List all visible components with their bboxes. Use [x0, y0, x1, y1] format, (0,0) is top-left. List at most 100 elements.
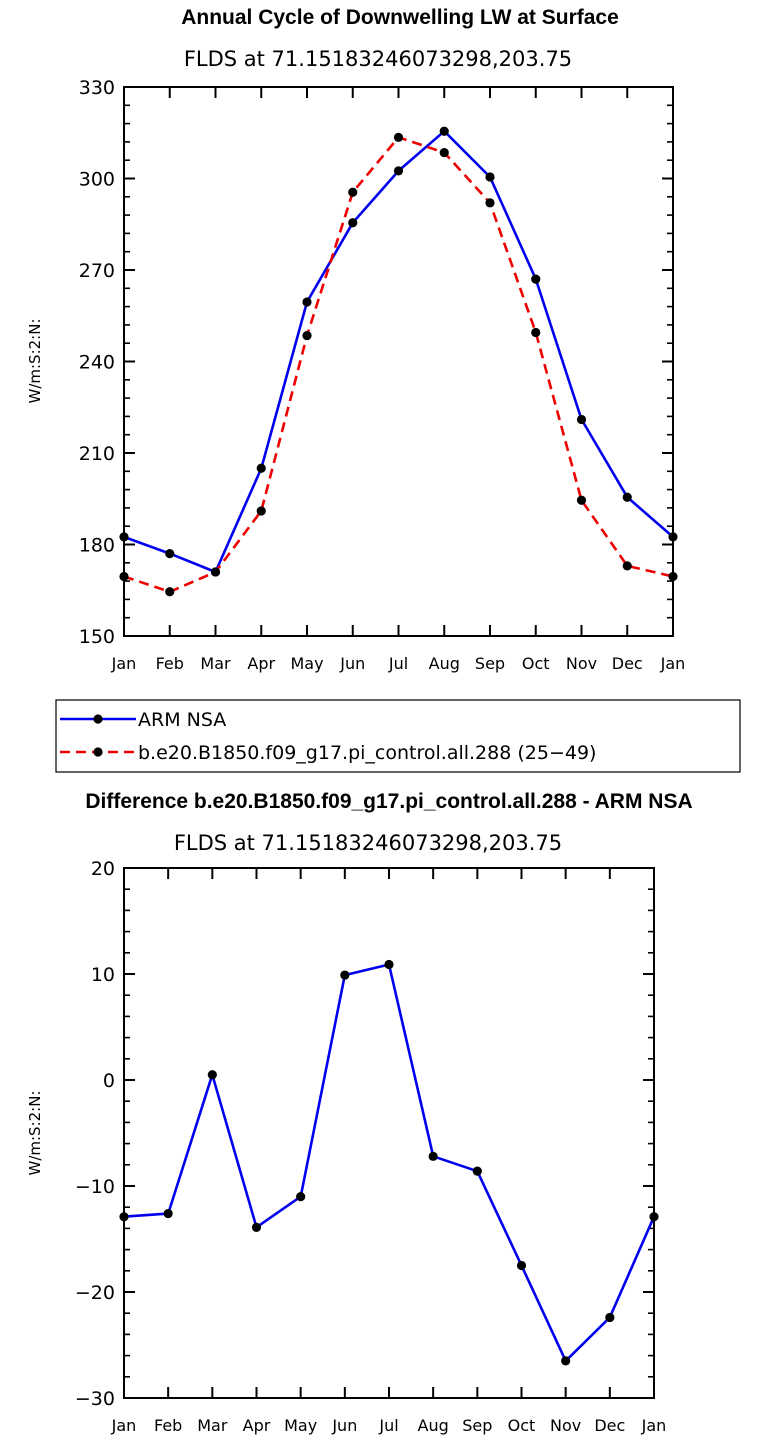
- data-point-0-0: [119, 532, 129, 542]
- x-tick-label: Jan: [111, 654, 137, 673]
- data-point-0-3: [256, 463, 266, 473]
- y-tick-label: −30: [75, 1388, 115, 1410]
- data-point-0-10: [561, 1356, 571, 1366]
- data-point-0-0: [119, 1212, 129, 1222]
- x-tick-label: Jun: [331, 1416, 357, 1435]
- y-tick-label: 180: [79, 535, 115, 557]
- x-tick-label: Feb: [154, 1416, 182, 1435]
- data-point-1-2: [210, 567, 221, 577]
- x-tick-label: Aug: [418, 1416, 449, 1435]
- data-point-0-1: [163, 1208, 173, 1219]
- data-point-0-11: [605, 1312, 615, 1323]
- y-tick-label: 20: [91, 858, 115, 880]
- data-point-0-9: [531, 274, 541, 284]
- y-tick-label: 240: [79, 352, 115, 374]
- data-point-0-8: [485, 172, 495, 182]
- data-point-0-4: [296, 1192, 306, 1202]
- plot-frame: [123, 867, 655, 1399]
- x-tick-label: Oct: [522, 654, 550, 673]
- x-tick-label: Nov: [566, 654, 597, 673]
- x-tick-label: Apr: [247, 654, 275, 673]
- chart1-subtitle: FLDS at 71.15183246073298,203.75: [184, 47, 572, 71]
- chart2-series: [119, 959, 659, 1366]
- data-point-1-12: [668, 571, 678, 582]
- y-tick-label: 10: [91, 964, 115, 986]
- data-point-0-11: [622, 492, 632, 502]
- data-point-0-8: [472, 1166, 482, 1176]
- x-tick-label: Jan: [660, 654, 686, 673]
- data-point-1-11: [622, 561, 632, 571]
- x-tick-label: Mar: [197, 1416, 228, 1435]
- x-tick-label: Dec: [612, 654, 643, 673]
- chart2-title: Difference b.e20.B1850.f09_g17.pi_contro…: [85, 790, 692, 813]
- legend-marker-model: [93, 747, 103, 757]
- y-tick-label: 0: [103, 1070, 115, 1092]
- data-point-1-9: [531, 327, 541, 338]
- data-point-0-5: [348, 218, 358, 228]
- chart1-legend: ARM NSA b.e20.B1850.f09_g17.pi_control.a…: [55, 699, 741, 773]
- data-point-1-3: [256, 506, 266, 516]
- legend-marker-arm-nsa: [93, 714, 103, 724]
- x-tick-label: Mar: [200, 654, 231, 673]
- data-point-0-6: [384, 959, 394, 970]
- data-point-0-4: [302, 297, 312, 307]
- data-point-0-12: [668, 532, 678, 542]
- y-tick-label: −20: [75, 1282, 115, 1304]
- series-line-1: [123, 136, 674, 594]
- x-tick-label: Jul: [378, 1416, 398, 1435]
- x-tick-label: May: [284, 1416, 317, 1435]
- data-point-1-4: [302, 330, 312, 341]
- x-tick-label: Jan: [641, 1416, 667, 1435]
- data-point-0-9: [516, 1260, 527, 1271]
- data-point-1-8: [485, 198, 495, 208]
- data-point-1-1: [165, 587, 175, 597]
- y-tick-label: 300: [79, 169, 115, 191]
- chart1-series: [119, 126, 678, 597]
- data-point-0-6: [393, 166, 404, 176]
- x-tick-label: Jun: [339, 654, 365, 673]
- annual-cycle-chart: Annual Cycle of Downwelling LW at Surfac…: [26, 6, 685, 673]
- chart1-title: Annual Cycle of Downwelling LW at Surfac…: [181, 6, 619, 29]
- chart2-subtitle: FLDS at 71.15183246073298,203.75: [174, 831, 562, 855]
- chart2-ylabel: W/m:S:2:N:: [26, 1091, 44, 1176]
- x-tick-label: Aug: [429, 654, 460, 673]
- data-point-0-7: [428, 1151, 438, 1161]
- y-tick-label: 270: [79, 260, 115, 282]
- y-tick-label: −10: [75, 1176, 115, 1198]
- x-tick-label: Jul: [388, 654, 408, 673]
- data-point-0-5: [340, 970, 350, 980]
- y-tick-label: 150: [79, 626, 115, 648]
- data-point-0-2: [207, 1070, 217, 1080]
- x-tick-label: Nov: [550, 1416, 581, 1435]
- y-tick-label: 330: [79, 77, 115, 99]
- data-point-0-7: [439, 126, 449, 136]
- legend-box: [55, 699, 741, 773]
- data-point-0-1: [165, 549, 175, 559]
- data-point-0-3: [251, 1222, 262, 1232]
- legend-label-model: b.e20.B1850.f09_g17.pi_control.all.288 (…: [138, 742, 596, 764]
- chart2-axes: −30 −20 −10 0 10 20 Jan Feb Mar Apr May Jun Jul Aug Se…: [75, 858, 666, 1435]
- data-point-1-7: [439, 147, 449, 158]
- data-point-1-5: [348, 187, 358, 197]
- chart1-axes: 150 180 210 240 270 300 330 Jan Feb Mar Apr May Jun J…: [79, 77, 686, 673]
- x-tick-label: Sep: [462, 1416, 492, 1435]
- x-tick-label: Dec: [594, 1416, 625, 1435]
- x-tick-label: Feb: [156, 654, 184, 673]
- legend-label-arm-nsa: ARM NSA: [138, 709, 226, 731]
- series-line-0: [123, 963, 656, 1363]
- x-tick-label: May: [290, 654, 323, 673]
- data-point-1-0: [119, 571, 129, 582]
- x-tick-label: Sep: [475, 654, 505, 673]
- data-point-1-10: [576, 495, 587, 505]
- x-tick-label: Oct: [508, 1416, 536, 1435]
- chart1-ylabel: W/m:S:2:N:: [26, 319, 44, 404]
- x-tick-label: Apr: [243, 1416, 271, 1435]
- series-line-0: [123, 129, 674, 574]
- difference-chart: Difference b.e20.B1850.f09_g17.pi_contro…: [26, 790, 693, 1435]
- y-tick-label: 210: [79, 443, 115, 465]
- data-point-1-6: [393, 132, 404, 142]
- data-point-0-12: [649, 1212, 659, 1222]
- data-point-0-10: [576, 414, 587, 425]
- x-tick-label: Jan: [111, 1416, 137, 1435]
